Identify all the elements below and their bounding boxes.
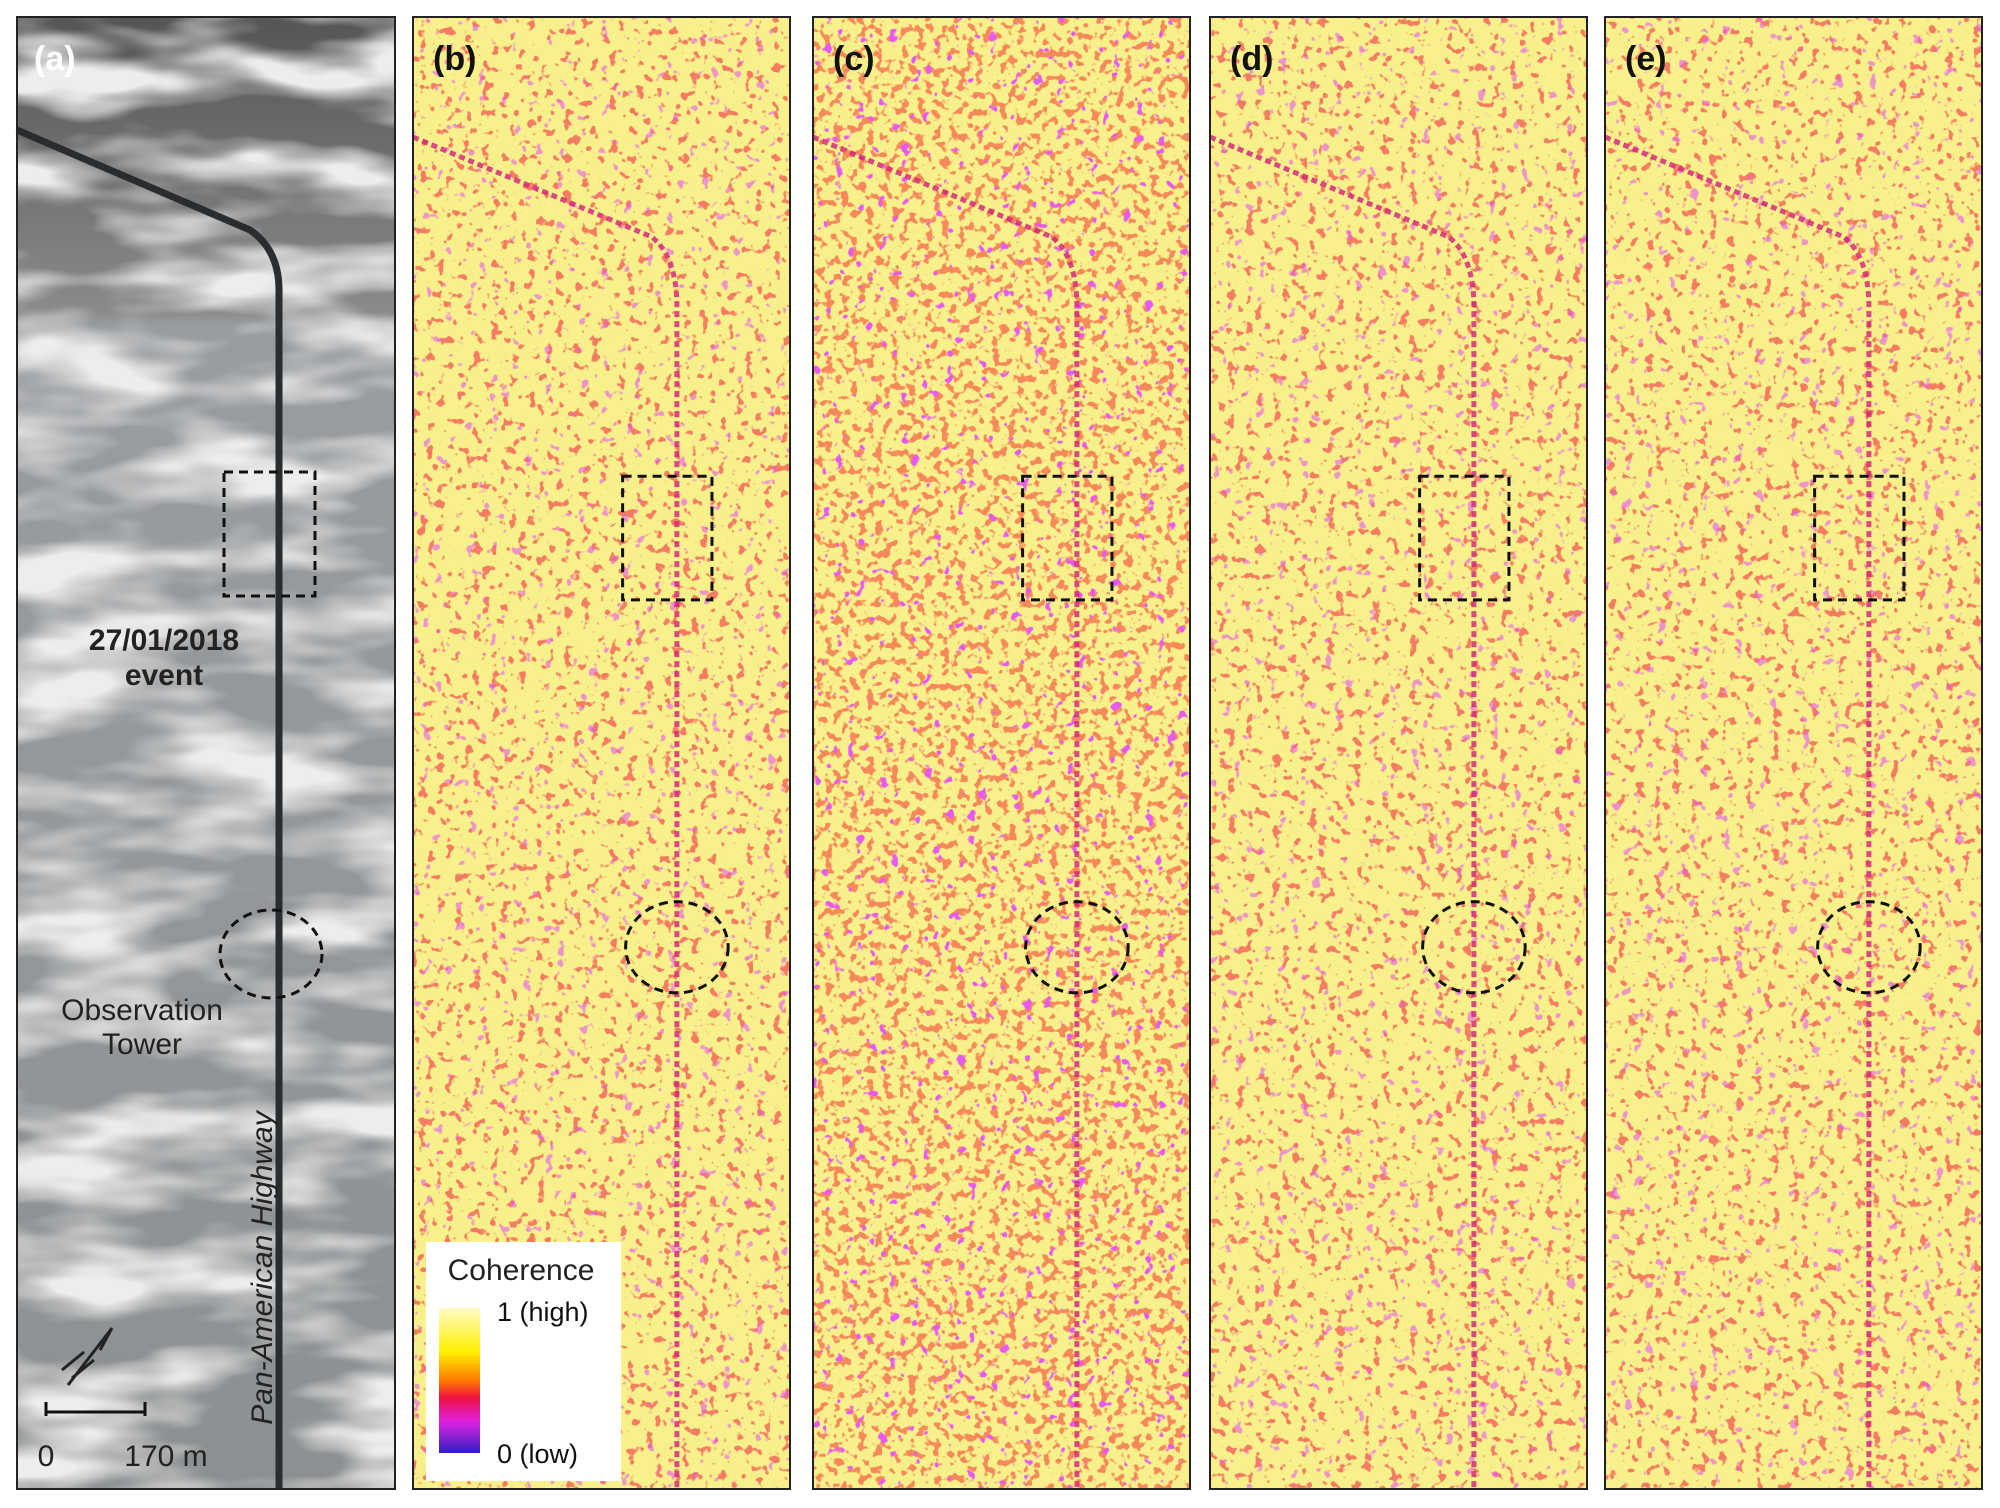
scale-label: 170 m	[124, 1440, 207, 1473]
tower-circle	[624, 900, 730, 995]
coherence-panel: (d)	[1209, 16, 1588, 1490]
event-box	[1418, 474, 1511, 602]
terrain	[17, 17, 395, 1489]
event-date: 27/01/2018	[89, 624, 239, 657]
scale-bar	[44, 1402, 147, 1416]
tower-circle	[218, 908, 324, 1000]
coherence-panel: (c)	[812, 16, 1191, 1490]
event-box	[1813, 474, 1906, 602]
colorbar	[439, 1308, 480, 1453]
panel-frame	[16, 16, 396, 1490]
panel-frame	[412, 16, 791, 1490]
panel-label: (d)	[1230, 40, 1273, 78]
road-trace	[1209, 134, 1477, 1489]
panel-a: (a) 27/01/2018 event Observation Tower P…	[15, 16, 396, 1490]
low-coherence-speckle	[813, 17, 1190, 1489]
tower-circle	[1421, 900, 1527, 995]
legend-low: 0 (low)	[497, 1439, 578, 1469]
panel-label: (b)	[433, 40, 476, 78]
event-word: event	[125, 659, 203, 692]
legend-high: 1 (high)	[497, 1297, 589, 1327]
panel-frame	[812, 16, 1191, 1490]
low-coherence-speckle	[1210, 17, 1587, 1489]
scale-label: 0	[38, 1440, 55, 1473]
event-box	[1021, 474, 1114, 602]
road-trace	[412, 134, 680, 1489]
panel-frame	[1604, 16, 1983, 1490]
road-trace	[812, 134, 1080, 1489]
legend-title: Coherence	[448, 1254, 595, 1287]
road	[15, 126, 283, 1489]
tower-label: Tower	[102, 1028, 182, 1061]
low-coherence-speckle	[1605, 17, 1982, 1489]
coherence-panels: (b) (c) (d) (e)	[412, 16, 1983, 1490]
tower-circle	[1024, 900, 1130, 995]
coherence-panel: (e)	[1604, 16, 1983, 1490]
tower-label: Observation	[61, 994, 223, 1027]
road-label: Pan-American Highway	[246, 1109, 279, 1424]
panel-label: (a)	[34, 40, 76, 78]
north-arrow	[61, 1327, 114, 1386]
legend: Coherence 1 (high) 0 (low)	[426, 1242, 621, 1481]
road-trace	[1604, 134, 1872, 1489]
event-box	[621, 474, 714, 602]
panel-label: (c)	[833, 40, 875, 78]
tower-circle	[1816, 900, 1922, 995]
panel-frame	[1209, 16, 1588, 1490]
panel-label: (e)	[1625, 40, 1667, 78]
event-box	[222, 470, 317, 598]
